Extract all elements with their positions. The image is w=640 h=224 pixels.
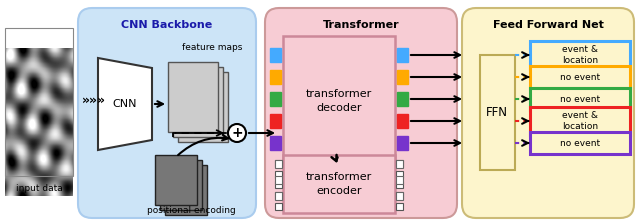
Bar bbox=[275, 176, 282, 184]
Bar bbox=[275, 160, 282, 167]
Bar bbox=[397, 70, 408, 84]
Bar bbox=[397, 136, 408, 150]
Text: CNN Backbone: CNN Backbone bbox=[122, 20, 212, 30]
Bar bbox=[396, 176, 403, 184]
Bar bbox=[283, 36, 395, 166]
FancyBboxPatch shape bbox=[265, 8, 457, 218]
Bar bbox=[530, 41, 630, 69]
Polygon shape bbox=[98, 58, 152, 150]
Bar bbox=[275, 171, 282, 178]
Circle shape bbox=[228, 124, 246, 142]
Bar bbox=[165, 165, 207, 215]
Bar bbox=[275, 160, 282, 168]
Bar bbox=[396, 203, 403, 210]
Bar bbox=[396, 160, 403, 168]
Text: CNN: CNN bbox=[113, 99, 137, 109]
FancyBboxPatch shape bbox=[78, 8, 256, 218]
Bar bbox=[396, 160, 403, 167]
Text: no event: no event bbox=[560, 73, 600, 82]
Text: FFN: FFN bbox=[486, 106, 508, 118]
Bar bbox=[530, 132, 630, 154]
Bar bbox=[270, 136, 281, 150]
Bar bbox=[270, 92, 281, 106]
Bar bbox=[178, 72, 228, 142]
Bar bbox=[397, 48, 408, 62]
Bar bbox=[283, 155, 395, 213]
Bar bbox=[396, 171, 403, 178]
Text: event &
location: event & location bbox=[562, 111, 598, 131]
Text: Transformer: Transformer bbox=[323, 20, 399, 30]
Bar bbox=[396, 181, 403, 188]
Text: transformer
decoder: transformer decoder bbox=[306, 89, 372, 113]
Bar bbox=[530, 88, 630, 110]
Text: transformer
encoder: transformer encoder bbox=[306, 172, 372, 196]
Bar bbox=[480, 55, 515, 170]
Bar bbox=[5, 28, 73, 176]
Bar bbox=[173, 67, 223, 137]
FancyBboxPatch shape bbox=[462, 8, 634, 218]
Bar bbox=[270, 48, 281, 62]
Bar bbox=[155, 155, 197, 205]
Bar bbox=[397, 92, 408, 106]
Bar bbox=[530, 107, 630, 135]
Bar bbox=[270, 114, 281, 128]
Bar bbox=[270, 70, 281, 84]
Text: »»»: »»» bbox=[82, 93, 106, 106]
Bar bbox=[396, 192, 403, 200]
Bar bbox=[396, 192, 403, 199]
Text: input data: input data bbox=[15, 184, 62, 193]
Text: Feed Forward Net: Feed Forward Net bbox=[493, 20, 604, 30]
Text: no event: no event bbox=[560, 138, 600, 147]
Text: event &
location: event & location bbox=[562, 45, 598, 65]
Bar bbox=[160, 160, 202, 210]
Text: positional encoding: positional encoding bbox=[147, 206, 236, 215]
Bar bbox=[275, 192, 282, 199]
Bar bbox=[275, 181, 282, 188]
Bar bbox=[530, 66, 630, 88]
Text: no event: no event bbox=[560, 95, 600, 103]
Bar bbox=[397, 114, 408, 128]
Text: feature maps: feature maps bbox=[182, 43, 243, 52]
Bar bbox=[275, 203, 282, 210]
Bar bbox=[168, 62, 218, 132]
Bar bbox=[275, 192, 282, 200]
Text: +: + bbox=[231, 126, 243, 140]
